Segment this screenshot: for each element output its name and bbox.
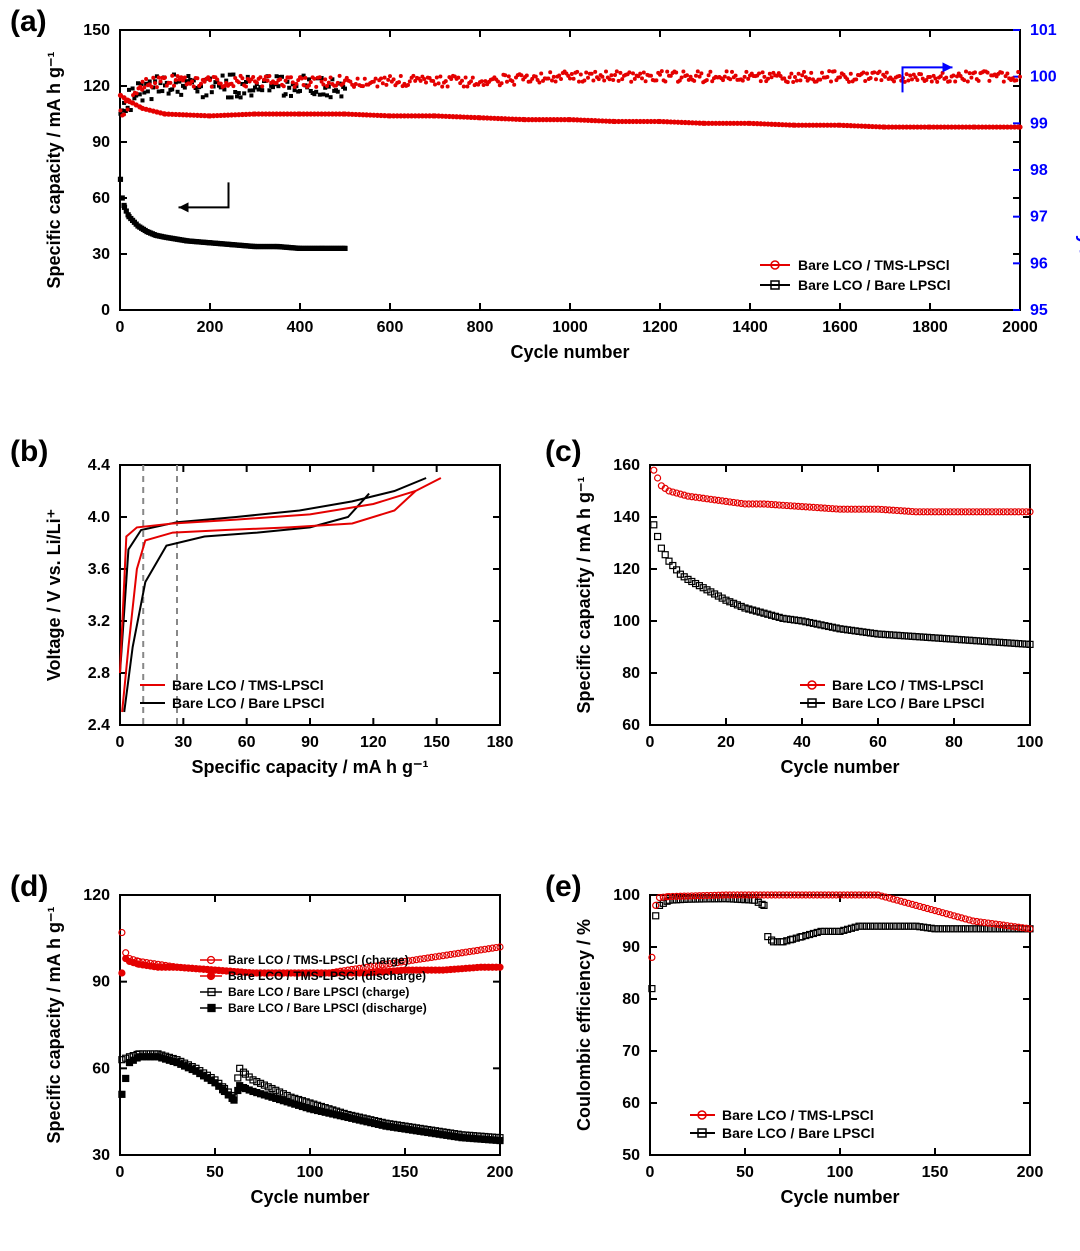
svg-text:100: 100: [613, 887, 640, 904]
svg-text:Bare LCO / Bare LPSCl (dischar: Bare LCO / Bare LPSCl (discharge): [228, 1001, 427, 1015]
svg-text:60: 60: [92, 190, 110, 207]
svg-text:600: 600: [377, 319, 404, 336]
svg-text:0: 0: [101, 302, 110, 319]
svg-text:99: 99: [1030, 115, 1048, 132]
svg-text:180: 180: [487, 734, 514, 751]
svg-text:50: 50: [206, 1164, 224, 1181]
svg-text:Coulombic efficiency / %: Coulombic efficiency / %: [1076, 64, 1080, 276]
svg-text:160: 160: [613, 457, 640, 474]
svg-text:3.6: 3.6: [88, 561, 110, 578]
svg-text:90: 90: [622, 939, 640, 956]
svg-text:150: 150: [392, 1164, 419, 1181]
svg-text:Bare LCO / Bare LPSCl: Bare LCO / Bare LPSCl: [832, 695, 985, 711]
svg-text:120: 120: [360, 734, 387, 751]
svg-text:30: 30: [92, 246, 110, 263]
svg-text:200: 200: [197, 319, 224, 336]
svg-text:Specific capacity / mA h g⁻¹: Specific capacity / mA h g⁻¹: [574, 477, 594, 714]
svg-text:150: 150: [922, 1164, 949, 1181]
svg-text:100: 100: [613, 613, 640, 630]
svg-text:Bare LCO / TMS-LPSCl: Bare LCO / TMS-LPSCl: [798, 257, 950, 273]
svg-text:90: 90: [92, 134, 110, 151]
svg-text:Cycle number: Cycle number: [780, 757, 899, 777]
svg-text:Bare LCO / TMS-LPSCl (charge): Bare LCO / TMS-LPSCl (charge): [228, 953, 409, 967]
svg-text:1200: 1200: [642, 319, 678, 336]
panel-a-chart: 0 200 400 600 800 1000 1200 1400 1600 1800 2000 0 30…: [30, 20, 1080, 390]
svg-text:4.0: 4.0: [88, 509, 110, 526]
svg-text:Cycle number: Cycle number: [510, 342, 629, 362]
svg-text:30: 30: [174, 734, 192, 751]
svg-text:100: 100: [297, 1164, 324, 1181]
svg-text:0: 0: [646, 734, 655, 751]
svg-text:1800: 1800: [912, 319, 948, 336]
svg-text:140: 140: [613, 509, 640, 526]
panel-b-chart: 0 30 60 90 120 150 180 2.4 2.8 3.2 3.6 4.0 4.4 Specif…: [30, 455, 580, 805]
svg-text:20: 20: [717, 734, 735, 751]
panel-e-chart: 0 50 100 150 200 50 60 70 80 90 100 Cycle number Cou…: [560, 885, 1080, 1235]
svg-text:80: 80: [945, 734, 963, 751]
svg-text:2.4: 2.4: [88, 717, 110, 734]
svg-text:Bare LCO / TMS-LPSCl: Bare LCO / TMS-LPSCl: [722, 1107, 874, 1123]
svg-text:Voltage / V vs. Li/Li⁺: Voltage / V vs. Li/Li⁺: [44, 509, 64, 681]
svg-text:70: 70: [622, 1043, 640, 1060]
svg-text:90: 90: [92, 974, 110, 991]
svg-text:40: 40: [793, 734, 811, 751]
svg-text:101: 101: [1030, 22, 1057, 39]
svg-text:80: 80: [622, 665, 640, 682]
svg-text:800: 800: [467, 319, 494, 336]
svg-text:Specific capacity / mA h g⁻¹: Specific capacity / mA h g⁻¹: [44, 52, 64, 289]
svg-text:0: 0: [116, 734, 125, 751]
panel-d-chart: 0 50 100 150 200 30 60 90 120 Cycle number Specifi…: [30, 885, 580, 1235]
svg-text:80: 80: [622, 991, 640, 1008]
svg-text:30: 30: [92, 1147, 110, 1164]
svg-text:Cycle number: Cycle number: [250, 1187, 369, 1207]
svg-text:120: 120: [83, 887, 110, 904]
svg-text:Bare LCO / TMS-LPSCl (discharg: Bare LCO / TMS-LPSCl (discharge): [228, 969, 426, 983]
svg-text:50: 50: [736, 1164, 754, 1181]
svg-text:Cycle number: Cycle number: [780, 1187, 899, 1207]
svg-text:2.8: 2.8: [88, 665, 110, 682]
svg-text:60: 60: [622, 717, 640, 734]
svg-text:Coulombic efficiency / %: Coulombic efficiency / %: [574, 919, 594, 1131]
svg-text:0: 0: [116, 1164, 125, 1181]
svg-text:120: 120: [83, 78, 110, 95]
svg-text:100: 100: [1017, 734, 1044, 751]
svg-text:400: 400: [287, 319, 314, 336]
svg-text:1600: 1600: [822, 319, 858, 336]
panel-c-chart: 0 20 40 60 80 100 60 80 100 120 140 160 Cycle number…: [560, 455, 1080, 805]
svg-text:2000: 2000: [1002, 319, 1038, 336]
svg-text:100: 100: [827, 1164, 854, 1181]
svg-text:0: 0: [646, 1164, 655, 1181]
svg-text:Bare LCO / Bare LPSCl: Bare LCO / Bare LPSCl: [172, 695, 325, 711]
svg-text:150: 150: [423, 734, 450, 751]
svg-text:Specific capacity / mA h g⁻¹: Specific capacity / mA h g⁻¹: [44, 907, 64, 1144]
svg-text:1000: 1000: [552, 319, 588, 336]
svg-text:95: 95: [1030, 302, 1048, 319]
svg-text:90: 90: [301, 734, 319, 751]
svg-text:98: 98: [1030, 162, 1048, 179]
svg-text:Bare LCO / TMS-LPSCl: Bare LCO / TMS-LPSCl: [172, 677, 324, 693]
svg-text:60: 60: [622, 1095, 640, 1112]
svg-text:100: 100: [1030, 69, 1057, 86]
figure-root: (a) 020040060080010001200140016001800200…: [0, 0, 1080, 1251]
svg-text:200: 200: [487, 1164, 514, 1181]
svg-text:0: 0: [116, 319, 125, 336]
svg-text:Bare LCO / Bare LPSCl (charge): Bare LCO / Bare LPSCl (charge): [228, 985, 409, 999]
svg-text:60: 60: [92, 1060, 110, 1077]
svg-text:200: 200: [1017, 1164, 1044, 1181]
svg-text:4.4: 4.4: [88, 457, 110, 474]
svg-text:Specific capacity / mA h g⁻¹: Specific capacity / mA h g⁻¹: [192, 757, 429, 777]
svg-text:3.2: 3.2: [88, 613, 110, 630]
svg-text:50: 50: [622, 1147, 640, 1164]
svg-text:Bare LCO / Bare LPSCl: Bare LCO / Bare LPSCl: [798, 277, 951, 293]
svg-text:Bare LCO / TMS-LPSCl: Bare LCO / TMS-LPSCl: [832, 677, 984, 693]
svg-text:96: 96: [1030, 255, 1048, 272]
svg-text:120: 120: [613, 561, 640, 578]
svg-text:60: 60: [869, 734, 887, 751]
svg-text:60: 60: [238, 734, 256, 751]
svg-text:Bare LCO / Bare LPSCl: Bare LCO / Bare LPSCl: [722, 1125, 875, 1141]
svg-text:1400: 1400: [732, 319, 768, 336]
svg-text:150: 150: [83, 22, 110, 39]
svg-text:97: 97: [1030, 209, 1048, 226]
